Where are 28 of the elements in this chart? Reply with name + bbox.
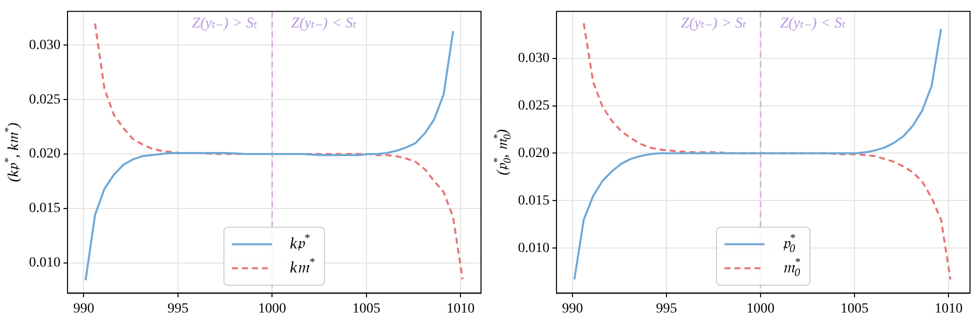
y-tick-label: 0.020 (518, 146, 550, 161)
y-tick-label: 0.015 (518, 193, 550, 208)
legend-label: k𝔪* (290, 256, 316, 276)
y-axis-title: (𝔭0*, 𝔪0*) (492, 129, 514, 176)
x-tick-label: 1010 (934, 301, 963, 316)
x-tick-label: 995 (656, 301, 678, 316)
annotation: Z(yₜ₋) > Sₜ (192, 15, 258, 32)
y-tick-label: 0.010 (29, 256, 60, 271)
x-tick-label: 995 (167, 301, 188, 316)
annotation: Z(yₜ₋) < Sₜ (780, 15, 846, 32)
x-tick-label: 1000 (258, 301, 286, 316)
x-tick-label: 1005 (840, 301, 869, 316)
x-tick-label: 1000 (746, 301, 775, 316)
y-tick-label: 0.030 (29, 38, 60, 53)
x-tick-label: 1010 (446, 301, 475, 316)
x-tick-label: 1005 (352, 301, 380, 316)
y-tick-label: 0.030 (518, 51, 550, 66)
y-tick-label: 0.025 (518, 98, 550, 114)
annotation: Z(yₜ₋) > Sₜ (680, 15, 747, 32)
y-tick-label: 0.010 (518, 240, 550, 256)
x-tick-label: 990 (73, 301, 94, 316)
y-tick-label: 0.025 (29, 92, 60, 108)
legend-label: k𝔭* (290, 232, 310, 252)
x-tick-label: 990 (562, 301, 583, 316)
y-axis-title: (k𝔭*, k𝔪*) (4, 122, 22, 182)
y-tick-label: 0.020 (29, 146, 60, 162)
y-tick-label: 0.015 (29, 201, 60, 216)
annotation: Z(yₜ₋) < Sₜ (291, 15, 357, 32)
